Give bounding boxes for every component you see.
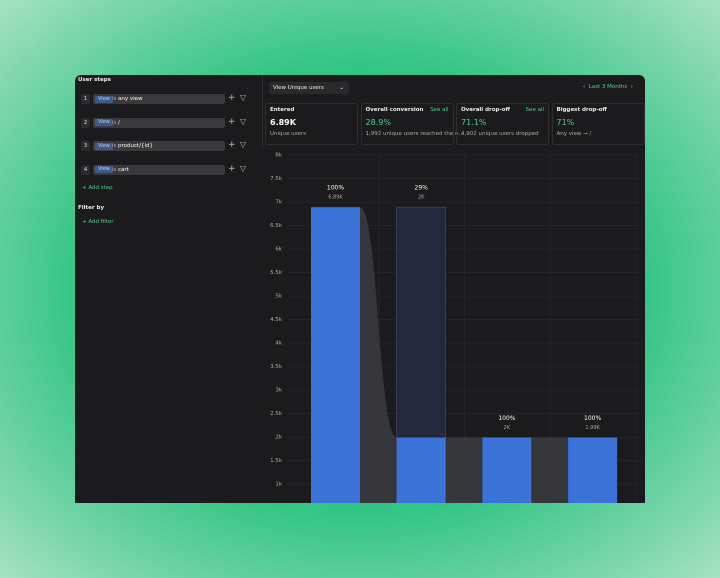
y-tick-label: 1k bbox=[275, 482, 282, 488]
step-value: product/{id} bbox=[118, 143, 154, 149]
filter-icon[interactable]: ▽ bbox=[240, 116, 247, 126]
add-icon[interactable]: + bbox=[228, 116, 236, 127]
step-value: any view bbox=[118, 96, 143, 102]
stat-link[interactable]: See all bbox=[525, 107, 544, 113]
bar bbox=[568, 437, 618, 503]
stat-title: Overall drop-off bbox=[461, 107, 510, 113]
sidebar: User steps + Add step Filter by + Add fi… bbox=[75, 75, 263, 503]
drop-off-connector bbox=[360, 207, 397, 503]
stat-note: Any view → / bbox=[556, 131, 592, 137]
conversion-label: 100% bbox=[498, 415, 515, 422]
add-icon[interactable]: + bbox=[228, 93, 236, 103]
step-index: 3 bbox=[81, 141, 90, 151]
filter-icon[interactable]: ▽ bbox=[240, 163, 247, 173]
add-step-label: Add step bbox=[88, 185, 113, 191]
stat-title: Entered bbox=[270, 107, 295, 113]
filter-icon[interactable]: ▽ bbox=[240, 140, 247, 149]
add-step[interactable]: + Add step bbox=[82, 185, 113, 191]
y-tick-label: 7k bbox=[275, 200, 282, 206]
stat-title: Overall conversion bbox=[365, 107, 424, 113]
value-label: 6.89K bbox=[328, 195, 343, 201]
y-tick-label: 2.5k bbox=[270, 411, 283, 417]
conversion-label: 100% bbox=[327, 185, 344, 192]
y-tick-label: 1.5k bbox=[270, 458, 283, 464]
y-tick-label: 3k bbox=[275, 388, 282, 394]
add-filter[interactable]: + Add filter bbox=[82, 219, 114, 225]
y-tick-label: 5k bbox=[275, 294, 282, 300]
y-tick-label: 6.5k bbox=[270, 223, 283, 229]
y-tick-label: 6k bbox=[275, 247, 282, 253]
step-event: View bbox=[95, 95, 113, 103]
range-label: Last 3 Months bbox=[588, 84, 628, 90]
step-field[interactable]: View is cart bbox=[93, 164, 225, 175]
y-tick-label: 7.5k bbox=[270, 176, 283, 182]
metric-label: View Unique users bbox=[273, 85, 324, 91]
stat-note: 1,992 unique users reached the e... bbox=[365, 131, 464, 137]
y-tick-label: 5.5k bbox=[270, 270, 283, 276]
stat-value: 6.89K bbox=[270, 118, 296, 127]
drop-off-connector bbox=[445, 437, 483, 503]
step-field[interactable]: View is product/{id} bbox=[93, 141, 225, 151]
step-event: View bbox=[95, 142, 113, 150]
add-icon[interactable]: + bbox=[228, 140, 236, 150]
step-value: / bbox=[118, 119, 120, 126]
conversion-label: 29% bbox=[415, 185, 429, 192]
add-filter-label: Add filter bbox=[88, 219, 114, 225]
y-tick-label: 4k bbox=[275, 341, 282, 347]
step-value: cart bbox=[118, 166, 129, 173]
stat-value: 28.9% bbox=[365, 118, 391, 127]
step-op: is bbox=[112, 96, 117, 102]
y-tick-label: 3.5k bbox=[270, 364, 283, 370]
bar bbox=[311, 207, 360, 503]
step-field[interactable]: View is any view bbox=[93, 94, 225, 104]
stat-card: Overall conversion See all 28.9% 1,992 uniq… bbox=[360, 103, 464, 145]
stat-title: Biggest drop-off bbox=[556, 107, 607, 113]
step-op: is bbox=[112, 143, 117, 149]
step-op: is bbox=[112, 166, 117, 173]
filter-title: Filter by bbox=[78, 205, 105, 211]
bar bbox=[396, 437, 446, 503]
app-window: User steps + Add step Filter by + Add fi… bbox=[75, 75, 645, 503]
step-index: 2 bbox=[81, 117, 90, 128]
stat-card: Biggest drop-off 71% Any view → / bbox=[551, 103, 645, 145]
sidebar-title: User steps bbox=[78, 77, 111, 83]
funnel-chart: 1k 1.5k 2k 2.5k 3k 3.5k 4k 4.5k 5k 5.5k 6k 6.5k 7k 7.… bbox=[262, 148, 645, 503]
value-label: 2K bbox=[418, 195, 425, 201]
stat-note: 4,902 unique users dropped bbox=[461, 131, 539, 137]
step-op: is bbox=[112, 119, 117, 126]
drop-off-connector bbox=[531, 437, 569, 503]
metric-dropdown[interactable]: View Unique users ⌄ bbox=[269, 82, 349, 94]
filter-icon[interactable]: ▽ bbox=[240, 93, 247, 102]
stat-value: 71.1% bbox=[461, 118, 487, 127]
stat-link[interactable]: See all bbox=[430, 107, 449, 113]
conversion-label: 100% bbox=[584, 415, 601, 422]
stat-card: Overall drop-off See all 71.1% 4,902 unique… bbox=[456, 103, 549, 145]
stat-value: 71% bbox=[556, 118, 575, 127]
y-tick-label: 2k bbox=[275, 435, 282, 441]
value-label: 2K bbox=[504, 425, 511, 431]
step-index: 1 bbox=[81, 94, 90, 104]
add-icon[interactable]: + bbox=[228, 163, 236, 174]
y-tick-label: 4.5k bbox=[270, 317, 283, 323]
step-field[interactable]: View is / bbox=[93, 117, 225, 128]
y-tick-label: 8k bbox=[275, 153, 282, 159]
bar bbox=[482, 437, 532, 503]
value-label: 1.99K bbox=[585, 425, 600, 431]
step-event: View bbox=[95, 119, 113, 126]
stat-card: Entered 6.89K Unique users bbox=[265, 103, 358, 145]
stat-note: Unique users bbox=[270, 131, 307, 137]
step-event: View bbox=[95, 166, 113, 173]
range-picker[interactable]: ‹ Last 3 Months › bbox=[583, 84, 633, 90]
step-index: 4 bbox=[81, 164, 90, 175]
